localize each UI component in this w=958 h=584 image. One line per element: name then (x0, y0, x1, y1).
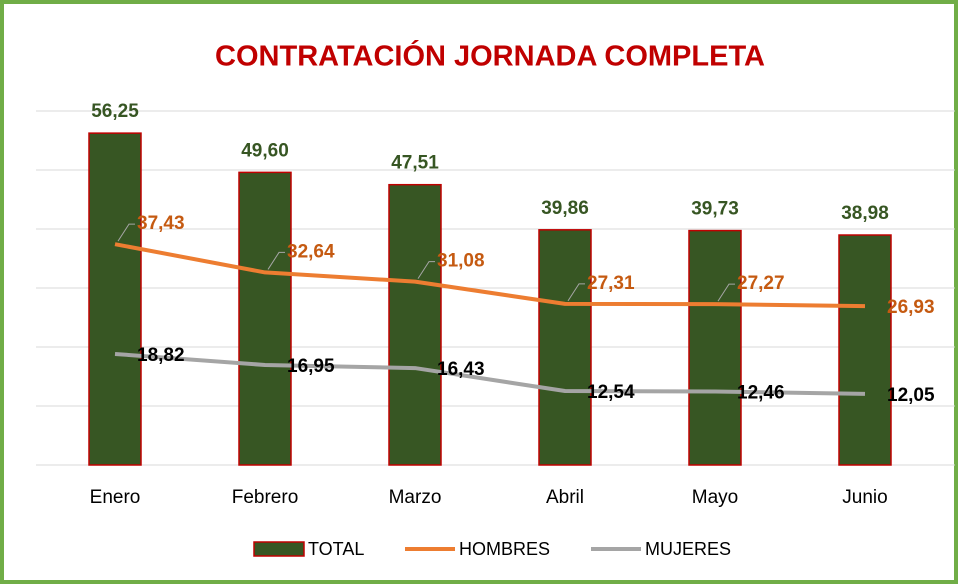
data-label: 18,82 (137, 345, 185, 366)
data-label: 12,05 (887, 385, 935, 406)
data-label: 31,08 (437, 251, 485, 272)
legend-swatch (253, 541, 305, 557)
data-label: 16,95 (287, 356, 335, 377)
leader-line (117, 223, 135, 242)
data-label: 47,51 (391, 153, 439, 174)
data-label: 49,60 (241, 140, 289, 161)
legend-label: MUJERES (645, 539, 731, 559)
bar (88, 132, 142, 466)
data-label: 27,31 (587, 273, 635, 294)
bar (388, 183, 442, 466)
bar (688, 229, 742, 466)
x-tick-label: Abril (546, 487, 584, 508)
x-tick-label: Junio (842, 487, 887, 508)
chart-title: CONTRATACIÓN JORNADA COMPLETA (215, 39, 765, 73)
leader-line (567, 283, 585, 302)
bar (238, 171, 292, 466)
leader-line (717, 283, 735, 302)
data-label: 32,64 (287, 241, 335, 262)
leader-line (267, 251, 285, 270)
data-label: 12,54 (587, 382, 635, 403)
data-label: 16,43 (437, 359, 485, 380)
x-tick-label: Febrero (232, 487, 299, 508)
data-label: 39,86 (541, 198, 589, 219)
legend-label: TOTAL (308, 539, 364, 559)
x-tick-label: Mayo (692, 487, 738, 508)
bar (838, 234, 892, 466)
data-label: 38,98 (841, 203, 889, 224)
data-label: 12,46 (737, 383, 785, 404)
x-tick-label: Enero (90, 487, 141, 508)
leader-line (417, 261, 435, 279)
line (114, 242, 866, 309)
data-label: 37,43 (137, 213, 185, 234)
legend-label: HOMBRES (459, 539, 550, 559)
data-label: 56,25 (91, 101, 139, 122)
x-tick-label: Marzo (389, 487, 442, 508)
line (114, 351, 866, 396)
bar (538, 229, 592, 466)
data-label: 27,27 (737, 273, 785, 294)
data-label: 26,93 (887, 297, 935, 318)
data-label: 39,73 (691, 199, 739, 220)
